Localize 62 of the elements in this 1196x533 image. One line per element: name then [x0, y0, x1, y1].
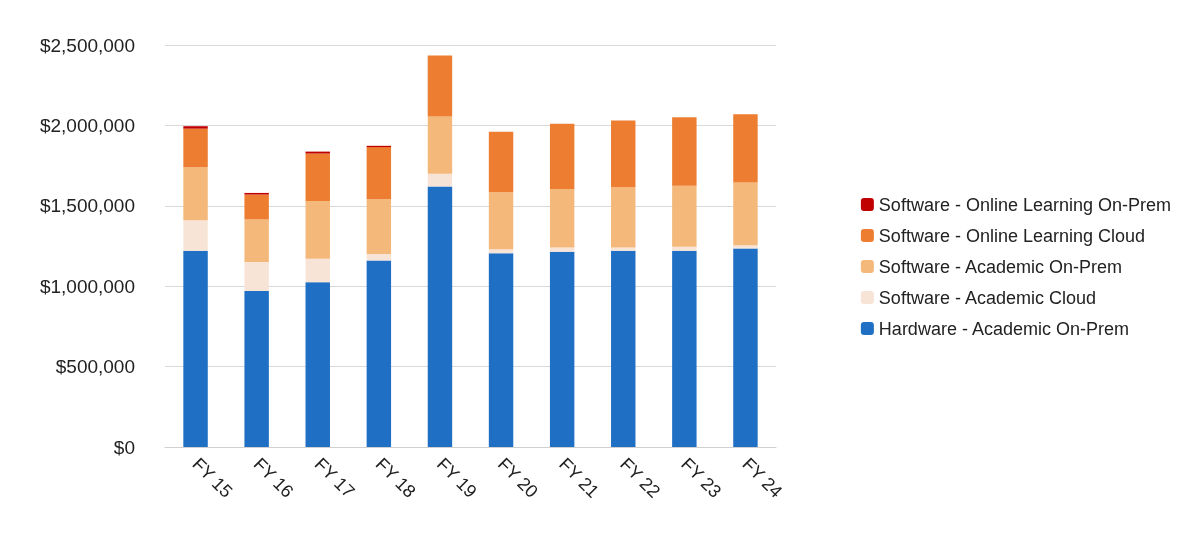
bar [305, 153, 330, 201]
y-tick-label: $1,500,000 [39, 195, 135, 217]
bar [244, 291, 269, 447]
bar [672, 246, 697, 251]
bar [549, 188, 575, 248]
bar [244, 262, 269, 292]
bar [611, 120, 636, 188]
bar [366, 199, 392, 255]
bar [488, 249, 514, 254]
bar [427, 173, 453, 187]
bar [611, 187, 636, 248]
bar [183, 167, 208, 221]
y-tick-label: $500,000 [55, 356, 135, 378]
bar [427, 186, 453, 447]
bar [672, 250, 697, 447]
y-tick-label: $2,500,000 [39, 34, 135, 56]
bar [733, 248, 758, 447]
legend-label: Software - Online Learning On-Prem [878, 194, 1172, 215]
bar [183, 250, 208, 447]
bar [244, 194, 269, 220]
bar [488, 192, 514, 250]
x-tick-label: FY 19 [432, 453, 481, 502]
x-tick-label: FY 20 [493, 453, 542, 502]
legend-label: Software - Academic On-Prem [878, 256, 1122, 277]
bar [366, 254, 392, 261]
y-tick-label: $2,000,000 [39, 114, 135, 136]
legend-label: Software - Online Learning Cloud [878, 225, 1146, 246]
bar [733, 245, 758, 249]
bar [427, 55, 453, 117]
bar [733, 114, 758, 183]
bar [366, 147, 392, 200]
x-tick-label: FY 22 [616, 453, 665, 502]
bar [305, 282, 330, 447]
bar [488, 131, 514, 193]
bar [549, 123, 575, 189]
bar [733, 182, 758, 246]
bar [366, 260, 392, 447]
bar [183, 126, 208, 129]
x-tick-label: FY 17 [310, 453, 359, 502]
bar [549, 251, 575, 447]
x-tick-label: FY 23 [677, 453, 726, 502]
x-tick-label: FY 18 [371, 453, 420, 502]
bar [244, 219, 269, 263]
bar [305, 200, 330, 259]
bar [183, 128, 208, 168]
x-tick-label: FY 15 [188, 453, 237, 502]
y-tick-label: $0 [113, 436, 135, 458]
bar [611, 247, 636, 251]
legend-label: Software - Academic Cloud [878, 287, 1096, 308]
bar [305, 258, 330, 283]
bar [183, 220, 208, 251]
x-tick-label: FY 24 [738, 453, 787, 502]
bar [549, 247, 575, 252]
bar [672, 117, 697, 186]
x-tick-label: FY 21 [555, 453, 603, 502]
bar [488, 253, 514, 447]
legend-label: Hardware - Academic On-Prem [878, 318, 1129, 339]
x-tick-label: FY 16 [249, 453, 298, 502]
bar [427, 116, 453, 174]
bar [672, 185, 697, 247]
bar [611, 250, 636, 447]
y-tick-label: $1,000,000 [39, 275, 135, 297]
